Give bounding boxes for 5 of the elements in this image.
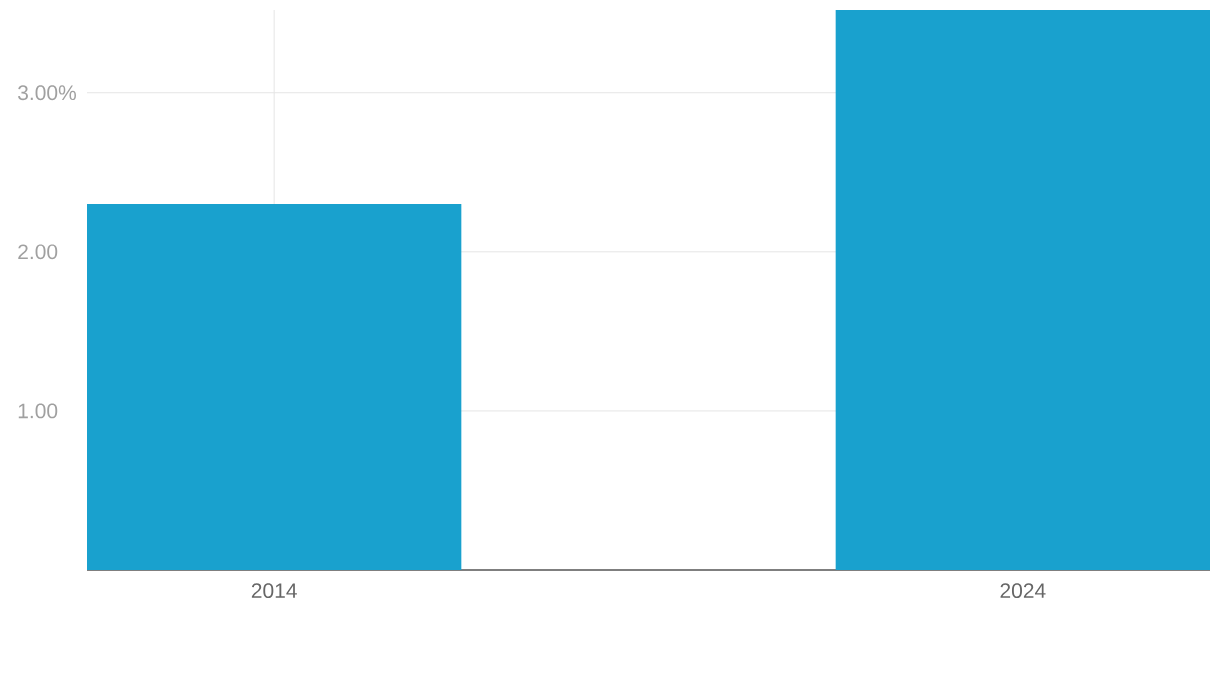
- y-tick-label: 2.00: [18, 244, 58, 260]
- y-tick-label: 1.00: [18, 403, 58, 419]
- x-tick-label: 2024: [1000, 583, 1046, 599]
- y-tick-label: 3.00%: [17, 85, 76, 101]
- x-tick-label: 2014: [251, 583, 297, 599]
